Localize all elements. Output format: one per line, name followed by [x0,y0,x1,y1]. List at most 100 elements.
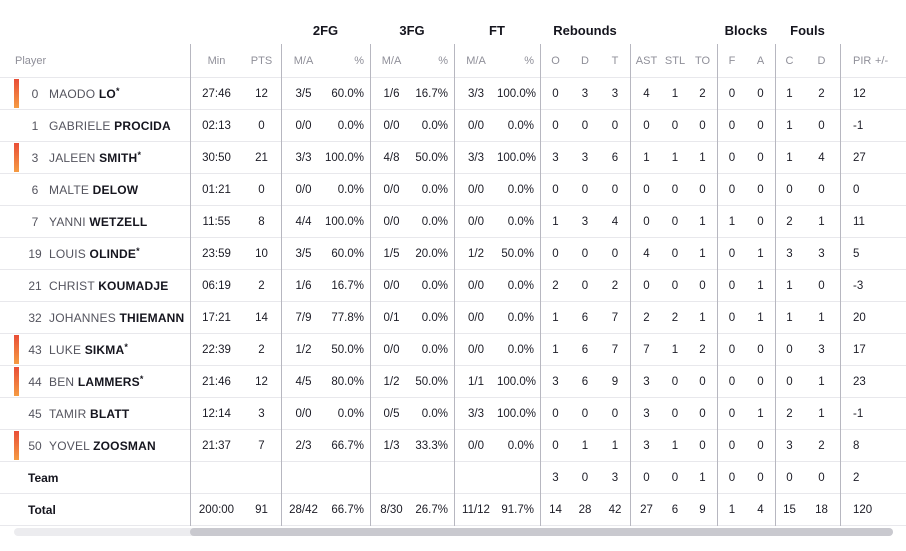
summary-label-cell: Total [0,503,190,517]
stat-ft-ma: 0/0 [454,174,497,206]
stat-fg3-pct: 26.7% [415,504,448,516]
stat-pir: 2 [840,462,872,494]
stat-blk-a: 0 [757,376,764,388]
col-header-blk-a: A [756,55,765,67]
stat-reb-o: 0 [540,174,570,206]
stat-ft-pct: 91.7% [501,504,534,516]
stat-pir: -1 [840,110,872,142]
stat-fg2-pct: 16.7% [331,280,364,292]
player-number: 19 [28,247,42,261]
starter-mark: * [115,86,120,96]
col-header-foul-d: D [817,55,826,67]
player-number: 6 [31,183,39,197]
group-header-ft: FT [489,23,505,38]
stat-ft-pct: 0.0% [507,184,534,196]
stat-foul-c: 15 [775,494,803,526]
stat-reb-d: 3 [581,216,589,228]
player-cell: 45 TAMIR BLATT [0,407,190,421]
stat-foul-c: 1 [775,142,803,174]
stat-pir: 5 [840,238,872,270]
stat-ast: 3 [630,366,662,398]
stat-ft-ma: 0/0 [454,334,497,366]
col-header-reb-d: D [581,55,589,67]
stat-reb-d: 0 [581,408,589,420]
stat-blk-a: 0 [757,152,764,164]
stat-to: 2 [699,344,706,356]
stat-fg3-ma [370,462,412,494]
stat-reb-o: 3 [540,462,570,494]
stat-foul-d: 0 [818,280,825,292]
stat-ft-ma: 0/0 [454,430,497,462]
stat-foul-d: 2 [818,440,825,452]
player-first-name: BEN [49,375,78,389]
player-last-name: LO [98,87,116,101]
stat-blk-f: 0 [717,334,746,366]
player-row: 0 MAODO LO* 27:46 12 3/5 60.0% 1/6 16.7% 3/3 100.… [0,78,906,110]
stat-fg3-ma: 1/3 [370,430,412,462]
stat-ft-ma: 3/3 [454,78,497,110]
stat-fg3-pct: 33.3% [415,440,448,452]
player-first-name: MAODO [49,87,99,101]
on-court-indicator [14,79,19,108]
stat-fg3-ma: 0/0 [370,270,412,302]
player-cell: 19 LOUIS OLINDE* [0,247,190,262]
stat-blk-a: 1 [757,312,764,324]
player-cell: 0 MAODO LO* [0,79,190,108]
stat-min [190,462,242,494]
group-header-3fg: 3FG [399,23,425,38]
player-last-name: DELOW [92,183,139,197]
stat-pts: 10 [255,248,268,260]
stat-reb-o: 3 [540,366,570,398]
box-score-rows: 0 MAODO LO* 27:46 12 3/5 60.0% 1/6 16.7% 3/3 100.… [0,78,906,526]
stat-fg2-pct: 60.0% [331,248,364,260]
stat-pts: 8 [258,216,265,228]
stat-stl: 0 [671,120,679,132]
group-header-fouls: Fouls [790,23,825,38]
stat-blk-f: 1 [717,206,746,238]
player-row: 3 JALEEN SMITH* 30:50 21 3/3 100.0% 4/8 50.0% 3/… [0,142,906,174]
stat-reb-t: 0 [611,408,619,420]
stat-reb-t: 42 [608,504,622,516]
player-number: 1 [31,119,39,133]
summary-row: Team 3 0 3 0 0 1 0 0 0 0 2 [0,462,906,494]
stat-reb-o: 2 [540,270,570,302]
stat-min: 200:00 [190,494,242,526]
summary-label-cell: Team [0,471,190,485]
player-cell: 7 YANNI WETZELL [0,215,190,229]
stat-blk-f: 1 [717,494,746,526]
starter-mark: * [124,342,128,352]
stat-pir: 12 [840,78,872,110]
stat-pts: 2 [258,280,265,292]
player-last-name: SMITH [99,151,138,165]
stat-fg2-ma: 3/5 [281,238,325,270]
stat-reb-o: 1 [540,334,570,366]
stat-stl: 0 [671,472,679,484]
stat-fg3-pct: 0.0% [421,312,448,324]
horizontal-scrollbar-thumb[interactable] [190,528,893,536]
stat-to: 0 [699,120,706,132]
stat-reb-o: 0 [540,78,570,110]
player-number: 45 [28,407,42,421]
stat-foul-c: 0 [775,462,803,494]
stat-reb-t: 0 [611,120,619,132]
stat-ft-pct: 0.0% [507,120,534,132]
col-header-2fg-ma: M/A [281,44,325,78]
stat-group-header-row: 2FG 3FG FT Rebounds Blocks Fouls [0,0,906,44]
player-cell: 3 JALEEN SMITH* [0,143,190,172]
stat-reb-d: 0 [581,120,589,132]
stat-to: 1 [699,216,706,228]
summary-label: Total [28,503,56,517]
stat-pir: -3 [840,270,872,302]
stat-min: 02:13 [190,110,242,142]
player-last-name: WETZELL [89,215,148,229]
stat-foul-c: 1 [775,110,803,142]
stat-blk-a: 1 [757,280,764,292]
stat-min: 11:55 [190,206,242,238]
stat-fg2-ma: 1/2 [281,334,325,366]
stat-reb-t: 3 [611,472,619,484]
player-number: 50 [28,439,42,453]
stat-fg2-ma: 7/9 [281,302,325,334]
stat-ast: 3 [630,398,662,430]
stat-ast: 0 [630,462,662,494]
stat-reb-o: 1 [540,206,570,238]
